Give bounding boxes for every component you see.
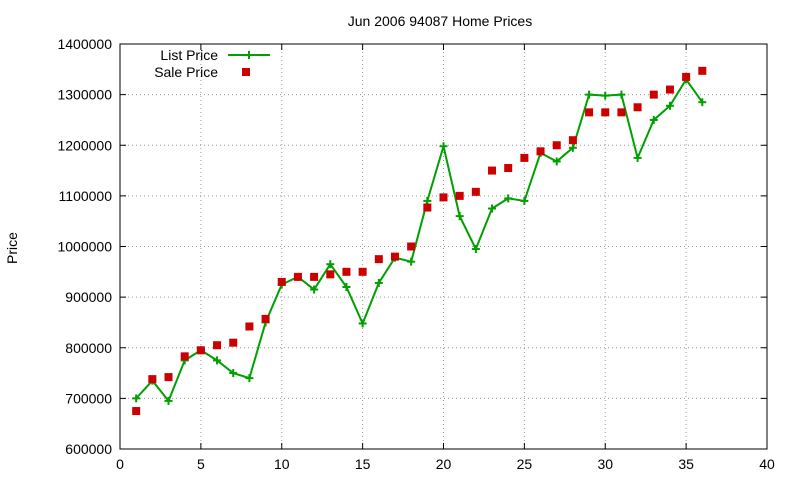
- sale-price-point: [293, 272, 302, 281]
- y-tick-label: 600000: [65, 441, 112, 457]
- series-0: [132, 75, 707, 405]
- list-price-point: [633, 153, 642, 162]
- y-tick-label: 1400000: [57, 36, 112, 52]
- sale-price-point: [164, 373, 173, 382]
- x-tick-label: 0: [116, 456, 124, 472]
- sale-price-point: [488, 166, 497, 175]
- chart-title: Jun 2006 94087 Home Prices: [348, 13, 532, 29]
- sale-price-point: [682, 72, 691, 81]
- series-layer: [132, 66, 707, 416]
- x-tick-label: 25: [517, 456, 533, 472]
- sale-price-point: [407, 242, 416, 251]
- x-tick-label: 30: [597, 456, 613, 472]
- list-price-point: [342, 283, 351, 291]
- sale-price-point: [585, 108, 594, 117]
- x-tick-label: 20: [436, 456, 452, 472]
- sale-price-point: [132, 407, 141, 416]
- list-price-point: [132, 394, 141, 403]
- list-price-point: [326, 260, 335, 269]
- y-tick-label: 900000: [65, 289, 112, 305]
- y-tick-label: 1100000: [59, 188, 113, 204]
- list-price-point: [520, 196, 529, 205]
- list-price-point: [407, 257, 416, 266]
- list-price-point: [245, 374, 254, 383]
- x-tick-label: 15: [355, 456, 371, 472]
- sale-price-point: [439, 193, 448, 202]
- sale-price-point: [374, 255, 383, 264]
- list-price-point: [213, 356, 222, 365]
- sale-price-point: [504, 164, 513, 173]
- sale-price-point: [617, 108, 626, 117]
- sale-price-point: [326, 270, 335, 279]
- sale-price-point: [261, 314, 270, 323]
- list-price-point: [585, 90, 594, 99]
- list-price-point: [471, 245, 480, 254]
- sale-price-point: [455, 191, 464, 200]
- list-price-point: [649, 115, 658, 124]
- sale-price-point: [601, 108, 610, 117]
- sale-price-point: [342, 267, 351, 276]
- series-1: [132, 66, 707, 416]
- sale-price-point: [665, 85, 674, 94]
- list-price-point: [439, 142, 448, 151]
- y-tick-label: 700000: [65, 390, 112, 406]
- sale-price-point: [423, 203, 432, 212]
- list-price-point: [488, 204, 497, 213]
- list-price-point: [455, 212, 464, 221]
- list-price-point: [164, 396, 173, 405]
- list-price-point: [358, 319, 367, 328]
- list-price-point: [552, 157, 561, 166]
- y-tick-label: 1300000: [57, 87, 112, 103]
- sale-price-point: [633, 103, 642, 112]
- sale-price-point: [552, 141, 561, 150]
- y-tick-label: 800000: [65, 340, 112, 356]
- legend-label: List Price: [160, 47, 218, 63]
- list-price-line: [135, 78, 704, 402]
- sale-price-point: [649, 90, 658, 99]
- y-axis-label: Price: [4, 232, 20, 264]
- sale-price-point: [196, 346, 205, 355]
- axis-ticks: 0 5 10 15 20 25 30 35 40 600000 700000 800000 900000…: [57, 36, 775, 472]
- sale-price-point: [310, 272, 319, 281]
- sale-price-point: [213, 341, 222, 350]
- list-price-point: [568, 143, 577, 152]
- sale-price-point: [148, 375, 157, 384]
- sale-price-point: [277, 277, 286, 286]
- sale-price-point: [471, 187, 480, 196]
- list-price-point: [504, 194, 513, 203]
- y-tick-label: 1000000: [57, 239, 112, 255]
- legend-label: Sale Price: [154, 64, 218, 80]
- list-price-point: [374, 278, 383, 287]
- sale-price-point: [698, 66, 707, 75]
- sale-price-point: [229, 338, 238, 347]
- sale-price-point: [180, 352, 189, 361]
- x-tick-label: 40: [759, 456, 775, 472]
- list-price-point: [617, 90, 626, 99]
- x-tick-label: 10: [274, 456, 290, 472]
- sale-price-point: [520, 153, 529, 162]
- sale-price-point: [358, 267, 367, 276]
- sale-price-point: [568, 136, 577, 145]
- sale-price-point: [390, 252, 399, 261]
- list-price-point: [229, 369, 238, 378]
- sale-price-point: [536, 147, 545, 156]
- x-tick-label: 5: [197, 456, 205, 472]
- list-price-point: [310, 285, 319, 294]
- legend-square-swatch: [242, 68, 250, 76]
- y-tick-label: 1200000: [57, 137, 112, 153]
- list-price-point: [665, 101, 674, 110]
- list-price-point: [601, 91, 610, 100]
- x-tick-label: 35: [678, 456, 694, 472]
- list-price-point: [698, 98, 707, 107]
- sale-price-point: [245, 322, 254, 331]
- legend-plus-swatch: [245, 51, 253, 59]
